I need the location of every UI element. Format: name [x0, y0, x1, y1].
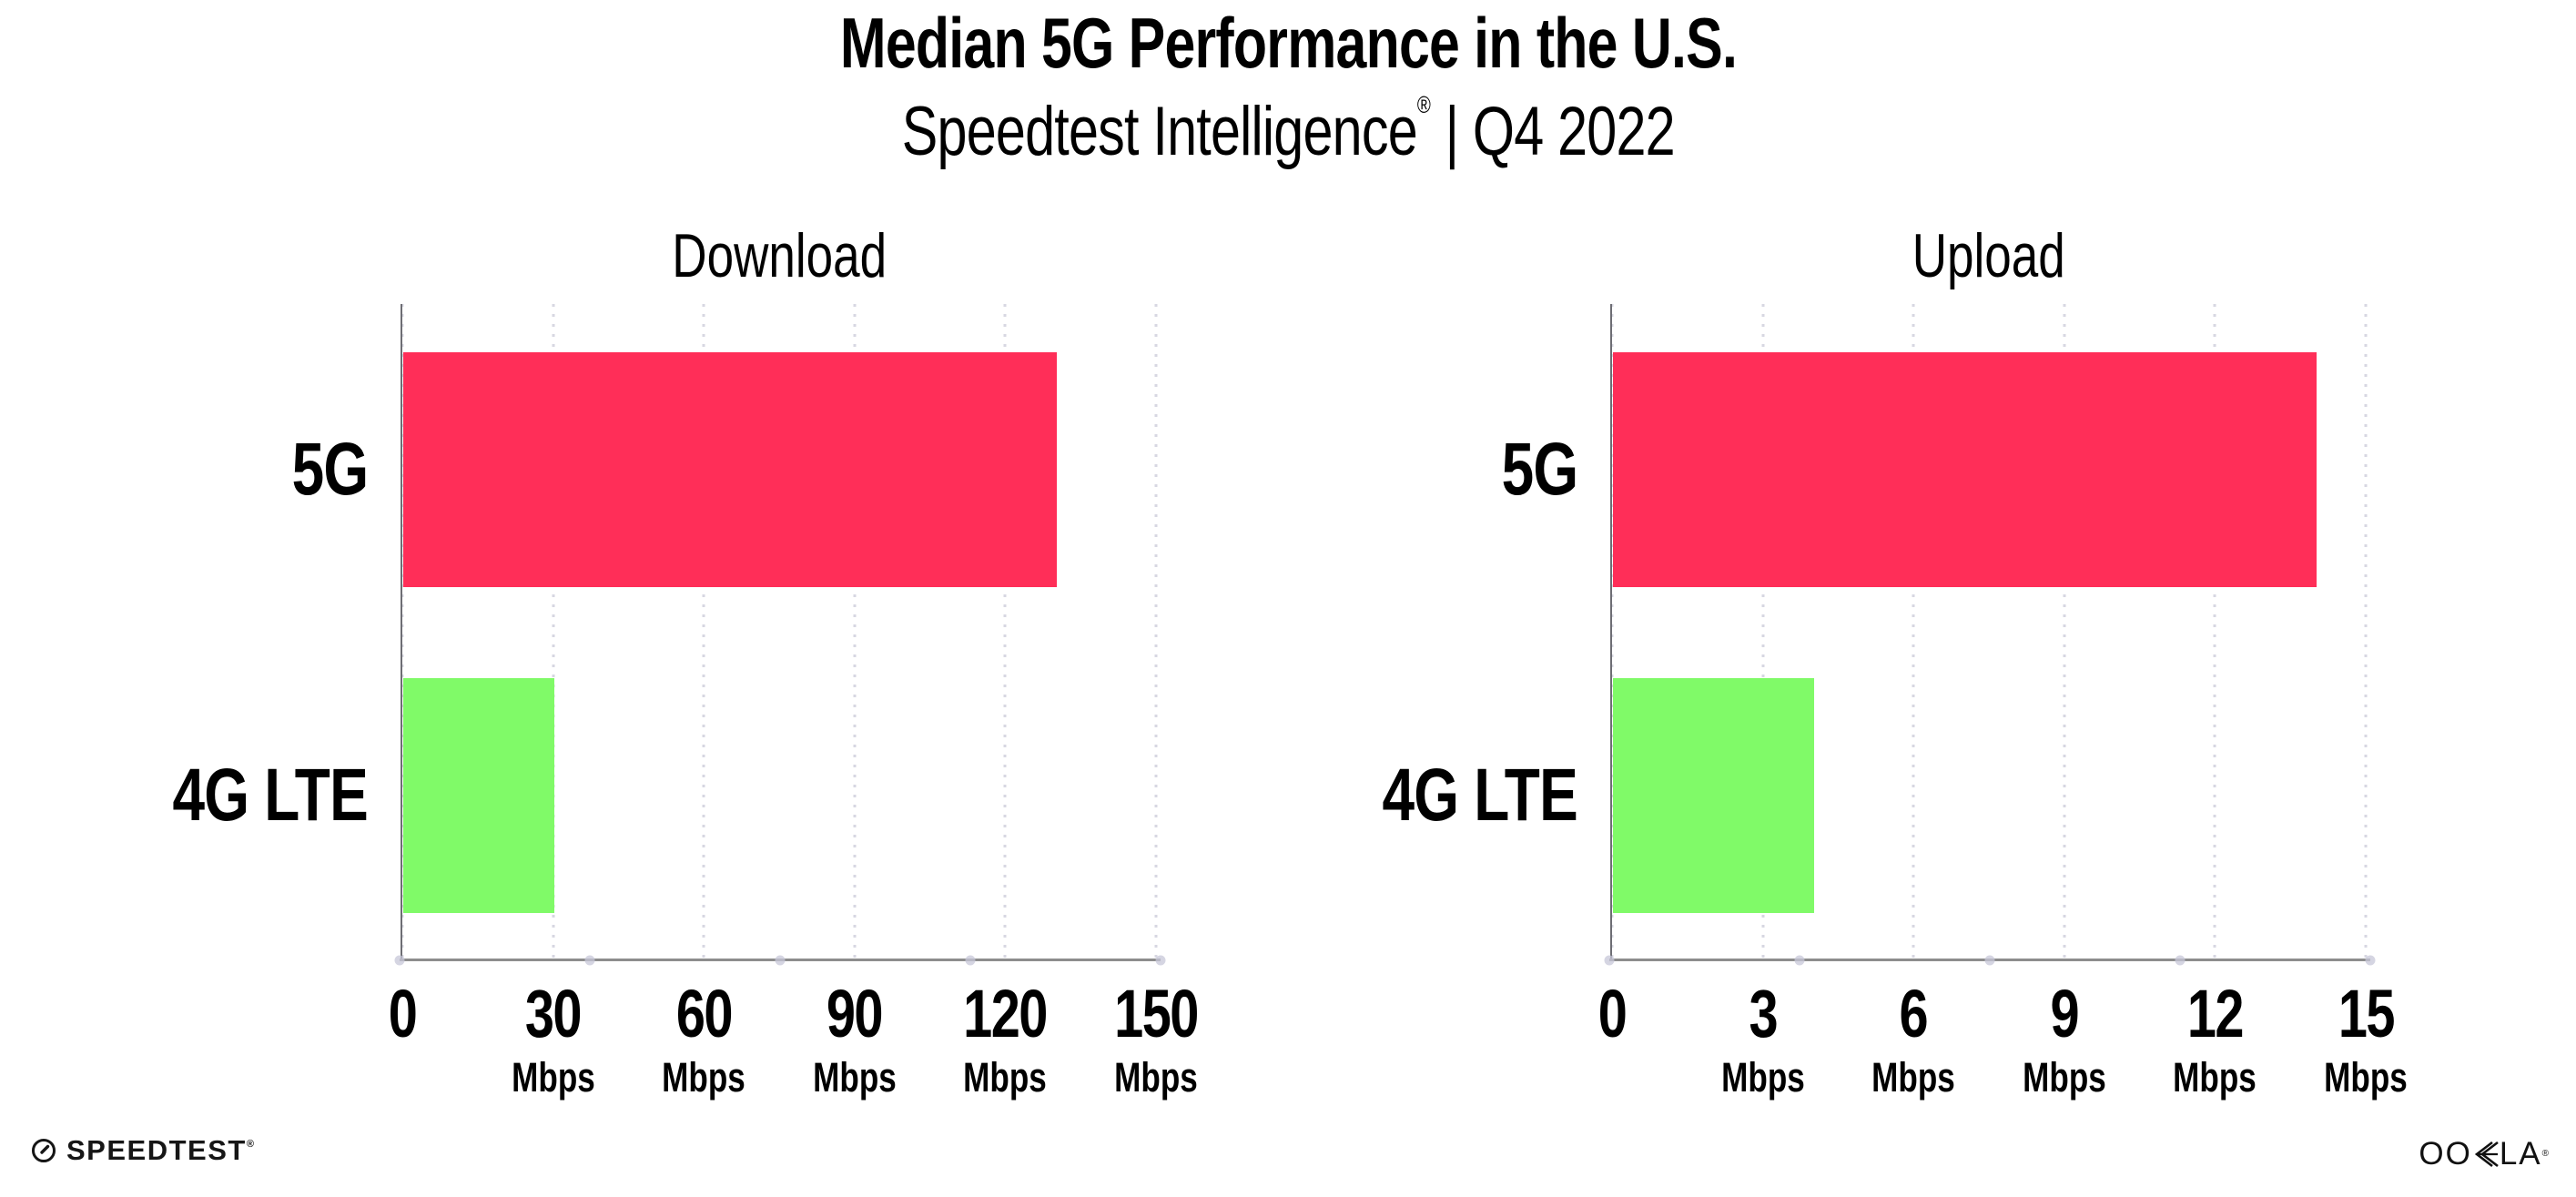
x-tick-0: 0: [1594, 980, 1629, 1048]
gridline-12: [2213, 304, 2216, 959]
bar-4g-lte: [1613, 678, 1814, 913]
x-tick-value: 150: [1114, 976, 1199, 1051]
page-subtitle: Speedtest Intelligence® | Q4 2022: [0, 93, 2576, 167]
x-tick-value: 9: [2050, 976, 2080, 1051]
registered-mark-icon: ®: [2541, 1149, 2549, 1159]
y-axis-line: [1610, 304, 1612, 959]
page-title: Median 5G Performance in the U.S.: [0, 7, 2576, 78]
upload-chart: Upload 0 3 Mbps 6 Mbps 9 Mbps 12 Mbps 15 Mbps 5G 4G…: [1383, 0, 2408, 1111]
gridline-9: [2063, 304, 2066, 959]
x-tick-value: 6: [1899, 976, 1929, 1051]
category-label-5g: 5G: [291, 428, 369, 511]
axis-tick-dot: [584, 955, 595, 965]
x-axis-line: [394, 955, 1166, 965]
x-tick-unit: Mbps: [812, 1054, 897, 1101]
gridline-3: [1761, 304, 1765, 959]
x-tick-60: 60 Mbps: [650, 976, 757, 1101]
speedtest-logo: SPEEDTEST®: [31, 1136, 254, 1164]
x-tick-value: 0: [388, 976, 418, 1051]
category-label-5g: 5G: [1501, 428, 1578, 511]
x-axis-line: [1604, 955, 2376, 965]
x-tick-150: 150 Mbps: [1102, 976, 1210, 1101]
gridline-15: [2364, 304, 2368, 959]
axis-tick-dot: [1604, 955, 1615, 965]
x-axis-ticks: 0 30 Mbps 60 Mbps 90 Mbps 120 Mbps 150 Mbps: [389, 976, 1200, 1117]
gridline-90: [853, 304, 857, 959]
x-tick-unit: Mbps: [1720, 1054, 1805, 1101]
x-tick-0: 0: [384, 980, 420, 1048]
x-tick-unit: Mbps: [511, 1054, 595, 1101]
x-tick-unit: Mbps: [1114, 1054, 1198, 1101]
x-tick-unit: Mbps: [1871, 1054, 1956, 1101]
x-tick-value: 3: [1749, 976, 1778, 1051]
subtitle-period: | Q4 2022: [1430, 93, 1675, 170]
axis-tick-dot: [1794, 955, 1805, 965]
axis-tick-dot: [2175, 955, 2186, 965]
speedtest-gauge-icon: [32, 1138, 56, 1162]
gridline-0: [1610, 304, 1614, 959]
category-label-4g-lte: 4G LTE: [1382, 754, 1578, 837]
x-tick-value: 60: [675, 976, 734, 1051]
plot-area: 0 3 Mbps 6 Mbps 9 Mbps 12 Mbps 15 Mbps 5G 4G LTE: [1383, 304, 2408, 1098]
download-chart: Download 0 30 Mbps 60 Mbps 90 Mbps 120 Mbps 150 Mb…: [173, 0, 1200, 1111]
download-chart-title: Download: [672, 221, 887, 290]
plot-area: 0 30 Mbps 60 Mbps 90 Mbps 120 Mbps 150 Mbps 5G 4G L…: [173, 304, 1199, 1098]
axis-tick-dot: [775, 955, 786, 965]
axis-tick-dot: [1155, 955, 1166, 965]
gridline-120: [1003, 304, 1007, 959]
registered-mark-icon: ®: [1416, 91, 1431, 118]
x-tick-unit: Mbps: [2173, 1054, 2257, 1101]
x-tick-unit: Mbps: [963, 1054, 1048, 1101]
page-title-text: Median 5G Performance in the U.S.: [839, 3, 1737, 83]
x-tick-value: 90: [827, 976, 884, 1051]
ookla-wordmark-right: LA: [2499, 1136, 2542, 1172]
x-tick-15: 15 Mbps: [2312, 976, 2419, 1101]
x-tick-90: 90 Mbps: [801, 976, 908, 1101]
x-tick-12: 12 Mbps: [2162, 976, 2269, 1101]
x-tick-value: 0: [1597, 976, 1628, 1051]
speedtest-wordmark: SPEEDTEST®: [66, 1134, 254, 1166]
gridline-30: [552, 304, 555, 959]
ookla-k-icon: [2474, 1141, 2499, 1167]
x-tick-value: 12: [2186, 976, 2245, 1051]
x-tick-9: 9 Mbps: [2011, 976, 2118, 1101]
upload-chart-title: Upload: [1912, 221, 2066, 290]
axis-tick-dot: [1984, 955, 1995, 965]
x-tick-unit: Mbps: [2022, 1054, 2106, 1101]
registered-mark-icon: ®: [246, 1139, 254, 1150]
x-tick-value: 120: [963, 976, 1049, 1051]
ookla-wordmark-left: OO: [2419, 1136, 2472, 1172]
bar-5g: [403, 352, 1057, 587]
axis-tick-dot: [965, 955, 976, 965]
x-tick-unit: Mbps: [662, 1054, 746, 1101]
gridline-150: [1154, 304, 1158, 959]
x-tick-3: 3 Mbps: [1709, 976, 1817, 1101]
gridline-6: [1912, 304, 1915, 959]
x-axis-ticks: 0 3 Mbps 6 Mbps 9 Mbps 12 Mbps 15 Mbps: [1598, 976, 2408, 1117]
x-tick-unit: Mbps: [2324, 1054, 2408, 1101]
x-tick-value: 30: [525, 976, 583, 1051]
x-tick-value: 15: [2338, 976, 2395, 1051]
x-tick-30: 30 Mbps: [500, 976, 607, 1101]
bar-4g-lte: [403, 678, 554, 913]
bar-5g: [1613, 352, 2317, 587]
ookla-logo: OO LA ®: [2419, 1138, 2549, 1170]
gridline-60: [702, 304, 705, 959]
axis-tick-dot: [2365, 955, 2376, 965]
y-axis-line: [401, 304, 402, 959]
x-tick-6: 6 Mbps: [1860, 976, 1967, 1101]
category-label-4g-lte: 4G LTE: [172, 754, 369, 837]
axis-tick-dot: [394, 955, 405, 965]
x-tick-120: 120 Mbps: [952, 976, 1060, 1101]
gridline-0: [401, 304, 404, 959]
subtitle-brand: Speedtest Intelligence: [901, 93, 1417, 170]
